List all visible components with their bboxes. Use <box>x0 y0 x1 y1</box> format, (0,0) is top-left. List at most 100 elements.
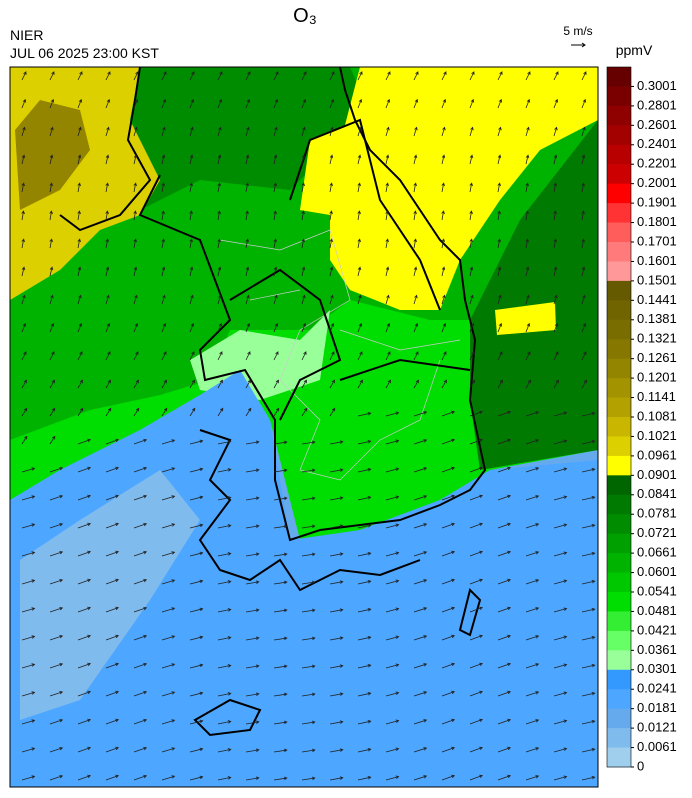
wind-arrow <box>77 718 92 725</box>
wind-arrow <box>497 550 512 557</box>
wind-arrow <box>217 776 232 781</box>
wind-arrow <box>469 154 474 165</box>
wind-arrow <box>189 351 195 361</box>
wind-arrow <box>105 182 109 193</box>
title: O₃ <box>293 5 317 27</box>
wind-arrow <box>385 238 389 249</box>
wind-arrow <box>161 407 168 417</box>
wind-arrow <box>189 439 204 445</box>
wind-arrow <box>133 578 148 585</box>
wind-arrow <box>441 351 447 361</box>
wind-arrow <box>441 322 447 333</box>
colorbar-label: 0.0961 <box>637 447 677 462</box>
wind-arrow <box>469 718 483 725</box>
province-boundaries <box>229 118 471 421</box>
wind-arrow <box>273 468 288 473</box>
wind-arrow <box>385 71 391 81</box>
colorbar-label: 0.0301 <box>637 661 677 676</box>
wind-arrow <box>525 71 531 81</box>
wind-arrow <box>553 98 559 109</box>
colorbar-swatch <box>607 708 631 729</box>
wind-arrow <box>273 98 279 109</box>
wind-arrow <box>273 748 288 753</box>
wind-arrow <box>189 182 193 193</box>
wind-arrow <box>525 607 540 613</box>
wind-arrow <box>413 98 419 109</box>
wind-arrow <box>581 294 586 305</box>
wind-arrow <box>77 351 83 361</box>
wind-arrow <box>357 98 363 109</box>
wind-arrow <box>581 126 586 137</box>
colorbar-label: 0.1441 <box>637 292 677 307</box>
colorbar-label: 0.0841 <box>637 486 677 501</box>
wind-arrow <box>77 550 92 557</box>
colorbar-swatch <box>607 417 631 437</box>
wind-arrow <box>581 266 586 277</box>
wind-arrow <box>441 466 456 473</box>
wind-arrow <box>245 266 250 277</box>
wind-arrow <box>21 210 25 221</box>
colorbar-swatch <box>607 358 631 379</box>
wind-arrow <box>553 411 568 417</box>
wind-arrow <box>217 496 232 501</box>
wind-arrow <box>441 578 456 585</box>
wind-arrow <box>245 322 251 333</box>
wind-arrow <box>217 71 223 81</box>
wind-arrow <box>245 182 249 193</box>
colorbar-swatch <box>607 728 631 749</box>
wind-arrow <box>273 126 278 137</box>
wind-arrow <box>161 182 165 193</box>
wind-arrow <box>525 467 540 473</box>
wind-arrow <box>469 266 474 277</box>
wind-arrow <box>133 690 148 697</box>
wind-arrow <box>245 71 251 81</box>
wind-arrow <box>553 182 557 193</box>
colorbar-swatch <box>607 280 631 301</box>
wind-arrow <box>413 154 418 165</box>
wind-arrow <box>301 664 316 669</box>
colorbar-label: 0.0061 <box>637 739 677 754</box>
wind-arrow <box>581 719 596 725</box>
wind-arrow <box>217 580 232 585</box>
wind-arrow <box>413 579 428 585</box>
wind-arrow <box>21 435 28 445</box>
wind-arrow <box>21 182 25 193</box>
wind-arrow <box>49 351 55 361</box>
wind-arrow <box>525 551 540 557</box>
wind-arrow <box>525 379 531 389</box>
wind-arrow <box>469 322 475 333</box>
wind-arrow <box>581 71 587 81</box>
wind-arrow <box>329 776 344 781</box>
wind-arrow <box>161 719 176 725</box>
wind-arrow <box>497 379 503 389</box>
wind-arrow <box>217 210 221 221</box>
colorbar-label: 0.1321 <box>637 331 677 346</box>
wind-arrow <box>413 411 428 417</box>
wind-arrow <box>273 71 279 81</box>
wind-arrow <box>273 407 280 417</box>
wind-arrow <box>133 154 138 165</box>
wind-arrow <box>525 238 529 249</box>
wind-arrow <box>525 523 540 529</box>
wind-arrow <box>301 294 306 305</box>
wind-arrow <box>245 294 250 305</box>
wind-arrow <box>105 522 120 529</box>
wind-arrow <box>49 634 64 641</box>
wind-arrow <box>21 775 36 781</box>
wind-arrow <box>77 322 83 333</box>
wind-arrow <box>105 407 112 417</box>
wind-arrow <box>133 466 148 473</box>
wind-arrow <box>133 550 148 557</box>
wind-arrow <box>105 266 110 277</box>
wind-arrow <box>553 71 559 81</box>
wind-arrow <box>161 266 166 277</box>
wind-arrow <box>217 182 221 193</box>
wind-arrow <box>581 495 596 501</box>
wind-arrow <box>497 154 502 165</box>
wind-arrow <box>301 776 316 781</box>
colorbar-label: 0.0601 <box>637 564 677 579</box>
wind-arrow <box>245 98 251 109</box>
wind-arrow <box>497 294 502 305</box>
wind-arrow <box>49 154 54 165</box>
wind-arrow <box>189 691 204 697</box>
